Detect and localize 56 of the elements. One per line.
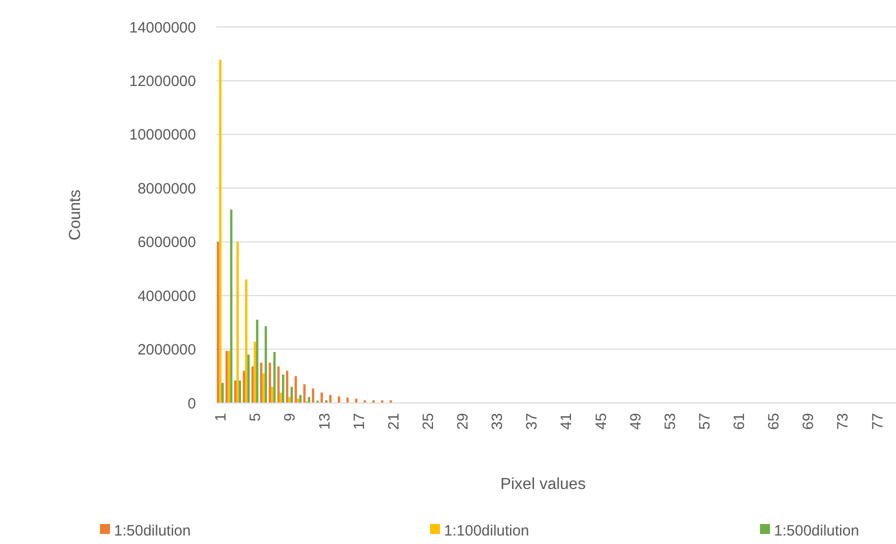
legend-label: 1:500dilution [774,522,860,540]
y-axis-title: Counts [67,190,84,240]
legend-label: 1:50dilution [114,522,191,540]
bar [280,392,282,403]
bar [346,398,349,403]
y-tick-label: 2000000 [138,342,196,359]
bar [290,386,293,403]
x-axis-title: Pixel values [500,476,586,493]
bar [271,386,274,403]
y-tick-label: 6000000 [138,234,196,252]
bar [282,374,284,403]
x-tick-label: 37 [524,413,541,430]
bar [236,242,239,403]
x-tick-label: 25 [420,413,437,430]
bar [234,380,236,403]
bar [329,394,332,403]
bar [230,210,232,403]
x-tick-label: 57 [696,413,714,430]
x-tick-label: 41 [558,413,576,430]
x-tick-label: 33 [489,413,506,430]
bar [294,376,297,403]
bar [219,60,222,403]
bar [260,362,262,403]
y-tick-label: 14000000 [129,19,196,36]
x-tick-label: 73 [834,413,852,430]
y-tick-label: 0 [188,395,196,412]
x-tick-label: 77 [869,413,886,430]
bar [355,398,358,403]
x-tick-label: 61 [731,413,748,430]
bar [286,370,288,403]
x-tick-label: 53 [662,413,679,430]
x-tick-label: 29 [454,413,472,430]
x-tick-label: 1 [212,413,230,422]
x-tick-label: 49 [627,413,644,430]
x-tick-label: 21 [385,413,402,430]
y-tick-label: 12000000 [129,72,196,90]
bar [221,382,224,403]
bar [226,350,228,403]
x-tick-label: 69 [800,413,818,430]
y-tick-label: 4000000 [138,288,196,305]
bar [254,342,256,403]
bar [299,394,302,403]
bar [268,362,272,403]
x-tick-label: 17 [350,413,368,430]
y-tick-label: 8000000 [138,180,196,198]
x-tick-label: 65 [766,413,783,430]
x-tick-label: 9 [282,413,299,422]
x-tick-label: 5 [247,413,264,422]
bar [245,279,248,403]
x-tick-label: 45 [592,413,610,430]
bar [256,320,258,403]
x-tick-label: 13 [316,413,334,430]
bar [320,392,323,403]
y-tick-label: 10000000 [129,126,196,144]
bar [264,326,267,403]
legend-label: 1:100dilution [444,522,530,540]
